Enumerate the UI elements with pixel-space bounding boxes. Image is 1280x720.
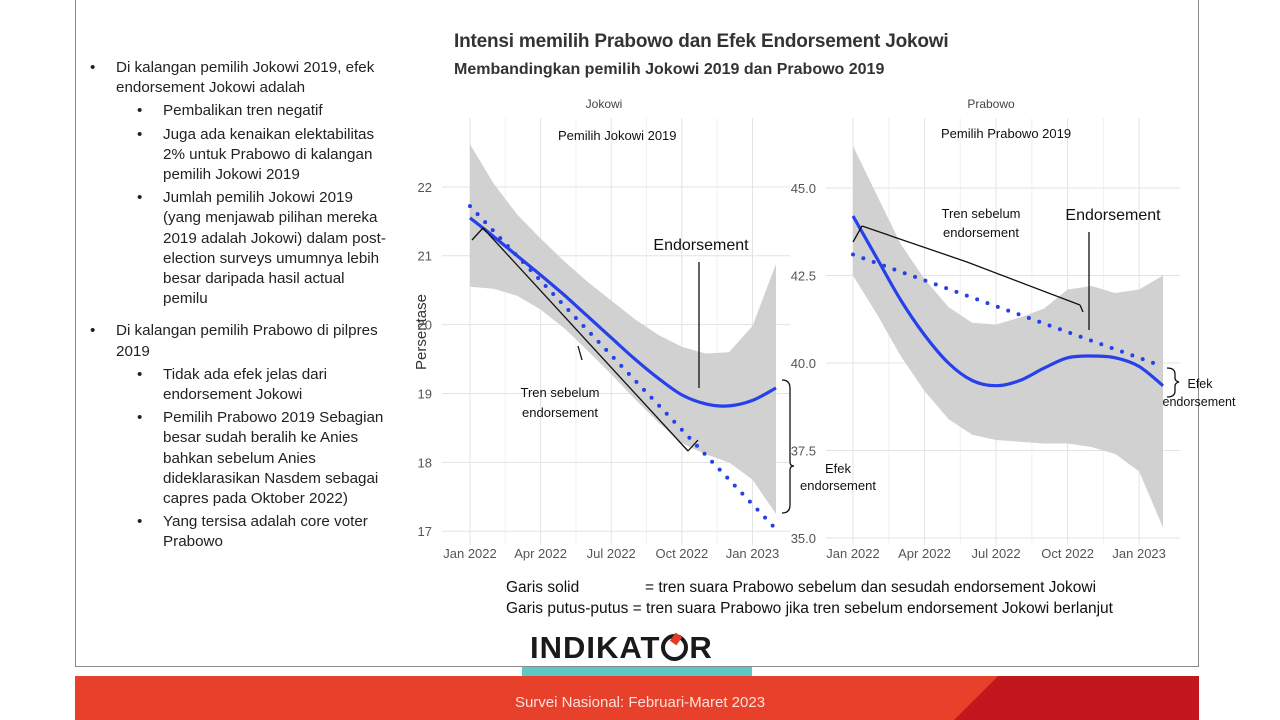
bullet-1-sub-1: Pembalikan tren negatif	[90, 101, 390, 121]
panel-jokowi-trend-line	[469, 216, 777, 408]
jokowi-effect-label-2: endorsement	[800, 478, 876, 493]
panel-jokowi-y-tick-label: 17	[418, 524, 432, 539]
panel-jokowi-x-tick-label: Jan 2022	[443, 546, 497, 561]
bullet-list: Di kalangan pemilih Jokowi 2019, efek en…	[90, 58, 390, 555]
jokowi-effect-label-1: Efek	[825, 461, 852, 476]
logo-text-2: R	[689, 630, 713, 665]
legend-solid: Garis solid = tren suara Prabowo sebelum …	[506, 577, 1113, 598]
panel-jokowi-y-tick-label: 19	[418, 386, 432, 401]
panel-jokowi-x-tick-label: Jan 2023	[726, 546, 780, 561]
prabowo-trend-bracket	[852, 225, 1084, 313]
panel-prabowo-x-tick-label: Jul 2022	[971, 546, 1020, 561]
bullet-2-sub-1: Tidak ada efek jelas dari endorsement Jo…	[90, 365, 390, 405]
prabowo-trend-label-2: endorsement	[943, 225, 1019, 240]
panel-jokowi-y-tick-label: 21	[418, 249, 432, 264]
bullet-2-sub-3: Yang tersisa adalah core voter Prabowo	[90, 512, 390, 552]
panel-jokowi-x-tick-label: Jul 2022	[587, 546, 636, 561]
bullet-2-sub-2: Pemilih Prabowo 2019 Sebagian besar suda…	[90, 408, 390, 509]
panel-prabowo-facet-label: Prabowo	[967, 97, 1015, 111]
panel-prabowo-y-tick-label: 35.0	[791, 531, 816, 546]
y-axis-label: Persentase	[413, 294, 430, 370]
jokowi-endorsement-label: Endorsement	[653, 237, 749, 254]
panel-jokowi-y-tick-label: 18	[418, 455, 432, 470]
legend-dotted: Garis putus-putus = tren suara Prabowo j…	[506, 598, 1113, 619]
logo-o-icon	[661, 634, 689, 661]
footer-text: Survei Nasional: Februari-Maret 2023	[514, 694, 766, 711]
footer-bar: Survei Nasional: Februari-Maret 2023	[75, 676, 1199, 720]
panel-jokowi-x-tick-label: Oct 2022	[655, 546, 708, 561]
bullet-1-sub-2: Juga ada kenaikan elektabilitas 2% untuk…	[90, 125, 390, 186]
chart-subtitle: Membandingkan pemilih Jokowi 2019 dan Pr…	[454, 61, 885, 78]
legend-solid-text: = tren suara Prabowo sebelum dan sesudah…	[645, 579, 1097, 596]
legend-dotted-key: Garis putus-putus	[506, 600, 629, 617]
prabowo-effect-label-2: endorsement	[1163, 395, 1236, 409]
legend-dotted-text: = tren suara Prabowo jika tren sebelum e…	[632, 600, 1113, 617]
panel-jokowi-facet-label: Jokowi	[586, 97, 623, 111]
legend-solid-key: Garis solid	[506, 579, 580, 596]
panel-jokowi-y-tick-label: 20	[418, 318, 432, 333]
chart-title: Intensi memilih Prabowo dan Efek Endorse…	[454, 31, 949, 52]
jokowi-trend-label-1: Tren sebelum	[521, 385, 600, 400]
jokowi-trend-bracket-tick	[577, 345, 583, 361]
bullet-1: Di kalangan pemilih Jokowi 2019, efek en…	[90, 58, 390, 98]
panel-prabowo-inner-label: Pemilih Prabowo 2019	[941, 126, 1071, 141]
panel-jokowi-x-tick-label: Apr 2022	[514, 546, 567, 561]
legend: Garis solid = tren suara Prabowo sebelum …	[506, 577, 1113, 619]
prabowo-trend-label-1: Tren sebelum	[942, 206, 1021, 221]
panel-prabowo-x-tick-label: Oct 2022	[1041, 546, 1094, 561]
footer-dark-stripe	[954, 676, 1199, 720]
panel-prabowo-y-tick-label: 45.0	[791, 181, 816, 196]
prabowo-effect-label-1: Efek	[1187, 377, 1213, 391]
panel-prabowo-confidence-ribbon	[853, 146, 1163, 528]
panel-jokowi-confidence-ribbon	[470, 144, 776, 514]
panel-prabowo-y-tick-label: 40.0	[791, 356, 816, 371]
panel-prabowo-y-tick-label: 42.5	[791, 269, 816, 284]
logo-text-1: INDIKAT	[530, 630, 661, 665]
panel-jokowi-y-tick-label: 22	[418, 180, 432, 195]
bullet-1-sub-3: Jumlah pemilih Jokowi 2019 (yang menjawa…	[90, 188, 390, 309]
jokowi-trend-label-2: endorsement	[522, 405, 598, 420]
panel-prabowo-y-tick-label: 37.5	[791, 444, 816, 459]
indikator-logo: INDIKAT R	[530, 630, 713, 666]
panel-prabowo-x-tick-label: Jan 2023	[1112, 546, 1166, 561]
bullet-2: Di kalangan pemilih Prabowo di pilpres 2…	[90, 321, 390, 361]
prabowo-endorsement-label: Endorsement	[1065, 207, 1161, 224]
panel-prabowo-trend-line	[851, 215, 1165, 388]
jokowi-trend-bracket	[471, 227, 699, 452]
panel-prabowo-x-tick-label: Jan 2022	[826, 546, 880, 561]
jokowi-effect-brace	[781, 379, 795, 514]
panel-jokowi-inner-label: Pemilih Jokowi 2019	[558, 128, 677, 143]
panel-prabowo-x-tick-label: Apr 2022	[898, 546, 951, 561]
prabowo-effect-brace	[1166, 367, 1180, 398]
panel-prabowo-projection-line	[851, 252, 1165, 369]
